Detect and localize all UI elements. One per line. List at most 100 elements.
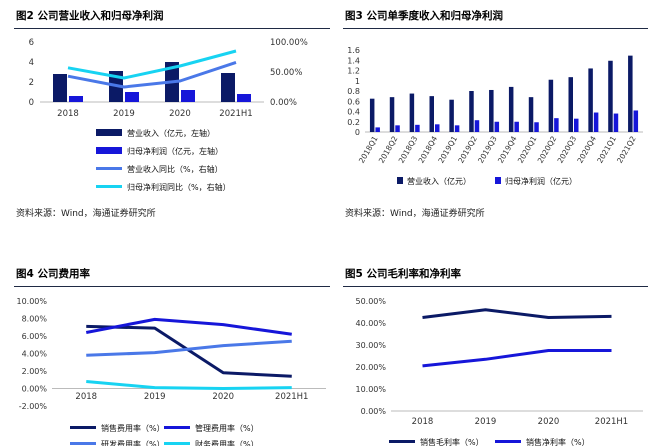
bar — [633, 110, 639, 132]
series-line — [422, 349, 612, 368]
x-tick-label: 2019 — [144, 392, 166, 402]
chart-title: 图4 公司费用率 — [16, 268, 90, 280]
title-rule — [343, 286, 648, 287]
y-tick-label: 0.00% — [361, 407, 387, 416]
bar — [389, 97, 395, 132]
series-line — [67, 60, 237, 89]
bar — [69, 96, 83, 102]
y-tick-label: 4.00% — [22, 350, 48, 359]
legend-label: 营业收入（亿元，左轴） — [127, 128, 215, 138]
y-tick-label: 10.00% — [355, 385, 386, 394]
x-tick-label: 2021H1 — [275, 392, 308, 402]
series-line — [422, 308, 612, 319]
y2-tick-label: 50.00% — [270, 68, 302, 78]
y2-tick-label: 100.00% — [270, 38, 308, 48]
y-tick-label: 1.6 — [347, 46, 360, 55]
y-tick-label: 10.00% — [16, 297, 47, 306]
bar — [454, 125, 460, 132]
bar — [181, 90, 195, 102]
bar — [628, 55, 633, 133]
series-line — [85, 317, 292, 336]
y-tick-label: 30.00% — [355, 341, 386, 350]
legend-label: 财务费用率（%） — [195, 439, 259, 446]
y-tick-label: 6.00% — [22, 332, 48, 341]
bar — [53, 74, 67, 102]
y-tick-label: 50.00% — [355, 297, 386, 306]
series-line — [86, 380, 292, 390]
y-tick-label: 1 — [355, 77, 360, 86]
legend-swatch — [96, 129, 122, 136]
x-tick-label: 2021H1 — [595, 417, 628, 427]
legend-label: 销售净利率（%） — [526, 437, 590, 446]
bar — [508, 86, 514, 132]
series-line — [67, 49, 237, 80]
x-tick-label: 2021H1 — [219, 109, 252, 119]
legend-label: 管理费用率（%） — [195, 423, 259, 433]
chart-title: 图5 公司毛利率和净利率 — [345, 268, 461, 280]
legend-label: 归母净利润（亿元） — [505, 176, 577, 186]
chart-source: 资料来源：Wind，海通证券研究所 — [16, 209, 156, 219]
bar — [593, 112, 599, 132]
y-tick-label: 40.00% — [355, 319, 386, 328]
y-tick-label: 20.00% — [355, 363, 386, 372]
legend-label: 归母净利润（亿元，左轴） — [127, 146, 223, 156]
y-tick-label: 0.2 — [347, 118, 360, 127]
legend-label: 销售毛利率（%） — [420, 437, 484, 446]
bar — [489, 89, 494, 132]
x-tick-label: 2020 — [212, 392, 234, 402]
x-tick-label: 2019 — [113, 109, 135, 119]
y-tick-label: 0.4 — [347, 108, 360, 117]
legend-label: 归母净利润同比（%，右轴） — [127, 182, 231, 192]
y-tick-label: 4 — [29, 58, 34, 68]
y-tick-label: 2.00% — [22, 367, 48, 376]
chart-expense-ratio: -2.00% 0.00% 2.00% 4.00% 6.00% 8.00% 10.00% 201… — [16, 297, 326, 446]
y-tick-label: 0 — [29, 98, 34, 108]
title-rule — [14, 286, 330, 287]
bar — [474, 120, 480, 132]
legend-swatch — [495, 177, 501, 184]
bar — [494, 121, 500, 132]
bar — [415, 124, 420, 132]
series-line — [86, 339, 292, 357]
bar — [435, 124, 440, 132]
chart-title: 图3 公司单季度收入和归母净利润 — [345, 10, 503, 22]
chart-panel-margins: 图5 公司毛利率和净利率 0.00% 10.00% 20.00% 30.00% 40.0… — [343, 264, 648, 446]
y-tick-label: 0.00% — [22, 385, 48, 394]
x-tick-label: 2018 — [57, 109, 79, 119]
chart-margins: 0.00% 10.00% 20.00% 30.00% 40.00% 50.00% 2018 2… — [355, 297, 643, 446]
y-tick-label: 1.4 — [347, 56, 360, 65]
x-tick-label: 2020 — [169, 109, 191, 119]
bar — [237, 94, 251, 102]
chart-quarterly: 00.20.40.60.811.21.41.62018Q12018Q22018Q… — [347, 46, 643, 186]
bar — [395, 125, 400, 132]
y-tick-label: 0 — [355, 128, 360, 137]
y-tick-label: 0.8 — [347, 87, 360, 96]
y-tick-label: 0.6 — [347, 97, 360, 106]
series-line — [86, 324, 292, 378]
y2-tick-label: 0.00% — [270, 98, 297, 108]
bar — [369, 98, 375, 132]
y-tick-label: 1.2 — [347, 67, 360, 76]
chart-revenue-profit: 0 2 4 6 0.00% 50.00% 100.00% 2018 2019 2020 2021H1… — [29, 38, 308, 192]
y-tick-label: 8.00% — [22, 315, 48, 324]
title-rule — [14, 28, 330, 29]
y-tick-label: -2.00% — [19, 402, 48, 411]
bar — [608, 60, 613, 133]
y-tick-label: 6 — [29, 38, 34, 48]
y-tick-label: 2 — [29, 78, 34, 88]
bar — [125, 92, 139, 102]
x-tick-label: 2021Q2 — [615, 134, 638, 164]
chart-source: 资料来源：Wind，海通证券研究所 — [345, 209, 485, 219]
x-tick-label: 2018 — [412, 417, 434, 427]
chart-panel-quarterly: 图3 公司单季度收入和归母净利润 0 0.2 0.4 0.6 0.8 1 1.2 1.4 1.6… — [343, 6, 648, 221]
legend-label: 研发费用率（%） — [101, 439, 165, 446]
bar — [574, 118, 579, 132]
bar — [221, 73, 235, 102]
bar — [469, 91, 474, 132]
bar — [588, 68, 593, 132]
legend-swatch — [397, 177, 403, 184]
bar — [613, 113, 619, 132]
chart-panel-expense-ratio: 图4 公司费用率 -2.00% 0.00% 2.00% 4.00% 6.00% 8.00%… — [14, 264, 330, 446]
x-tick-label: 2020 — [538, 417, 560, 427]
bar — [528, 97, 534, 132]
